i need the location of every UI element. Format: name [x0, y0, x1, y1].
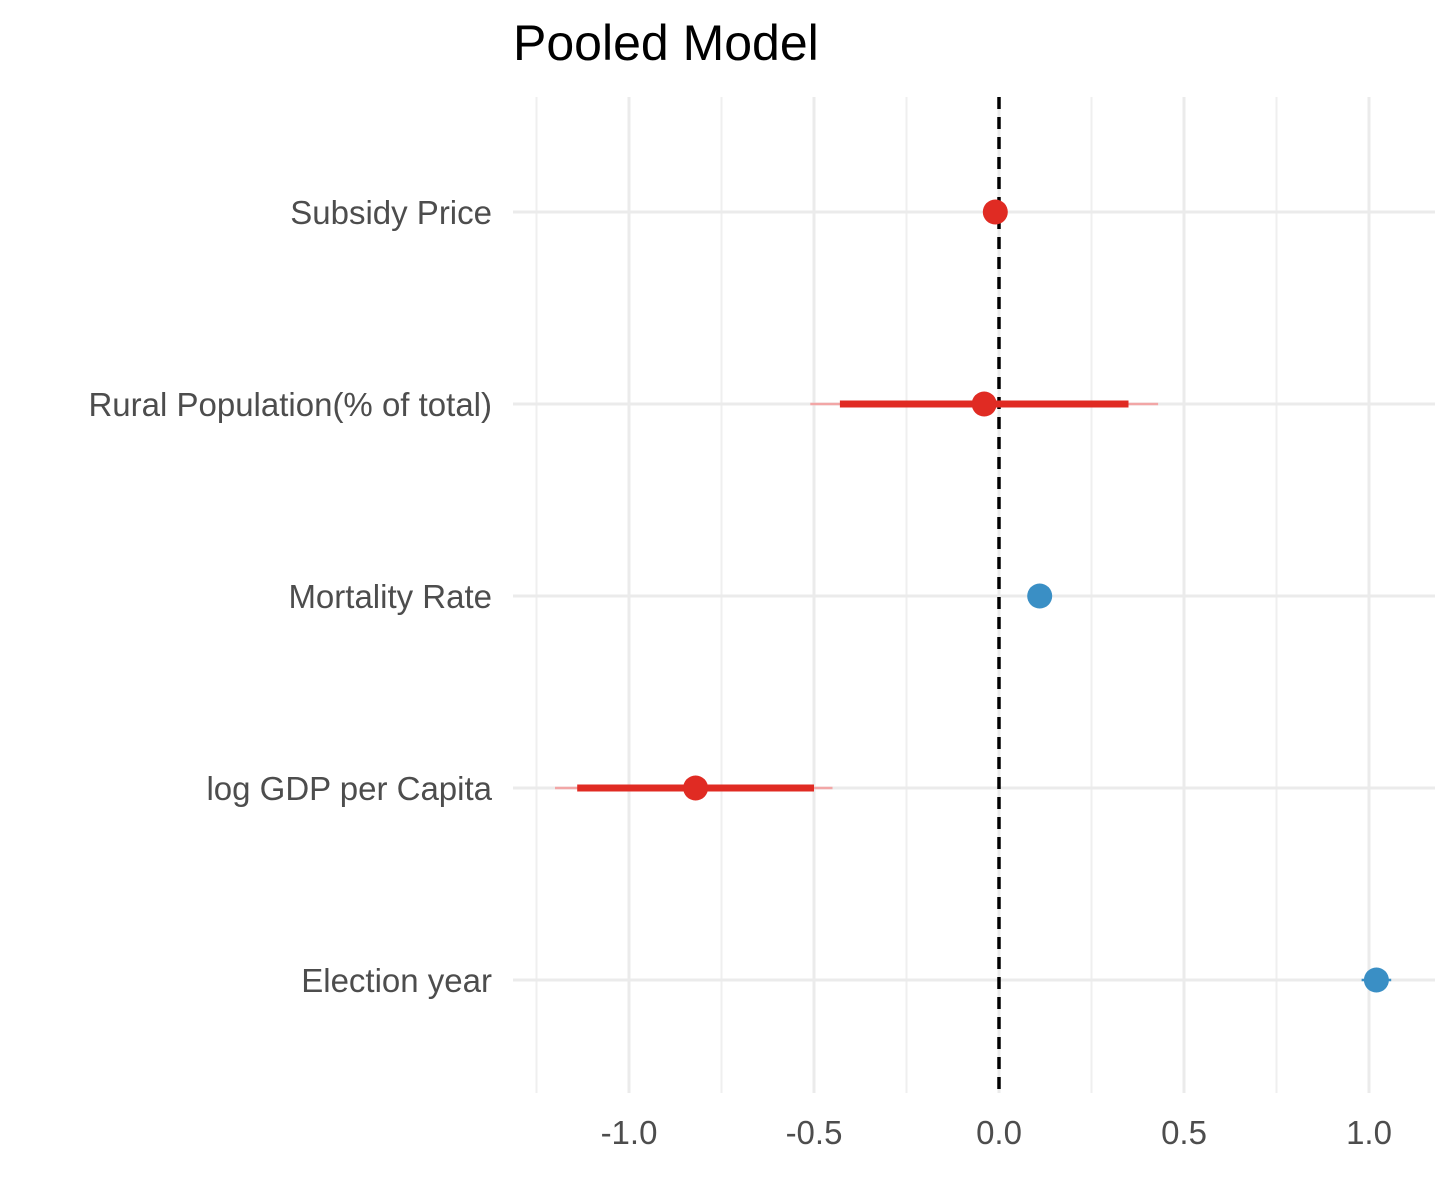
- y-tick-label: Mortality Rate: [288, 578, 492, 615]
- estimate-point: [683, 775, 709, 801]
- estimate-point: [982, 199, 1008, 225]
- estimate-points: [683, 199, 1389, 993]
- y-tick-label: log GDP per Capita: [206, 770, 492, 807]
- y-tick-label: Election year: [301, 962, 492, 999]
- x-tick-label: 1.0: [1346, 1114, 1392, 1151]
- y-tick-label: Rural Population(% of total): [88, 386, 492, 423]
- x-tick-label: -0.5: [786, 1114, 843, 1151]
- y-tick-label: Subsidy Price: [290, 194, 492, 231]
- estimate-point: [971, 391, 997, 417]
- chart-title: Pooled Model: [513, 15, 819, 71]
- y-axis-labels: Subsidy Price Rural Population(% of total…: [88, 194, 492, 999]
- estimate-point: [1027, 583, 1053, 609]
- x-tick-label: 0.5: [1161, 1114, 1207, 1151]
- major-gridlines: [513, 97, 1435, 1093]
- x-tick-label: 0.0: [976, 1114, 1022, 1151]
- x-tick-label: -1.0: [601, 1114, 658, 1151]
- estimate-point: [1363, 967, 1389, 993]
- x-axis-labels: -1.0 -0.5 0.0 0.5 1.0: [601, 1114, 1392, 1151]
